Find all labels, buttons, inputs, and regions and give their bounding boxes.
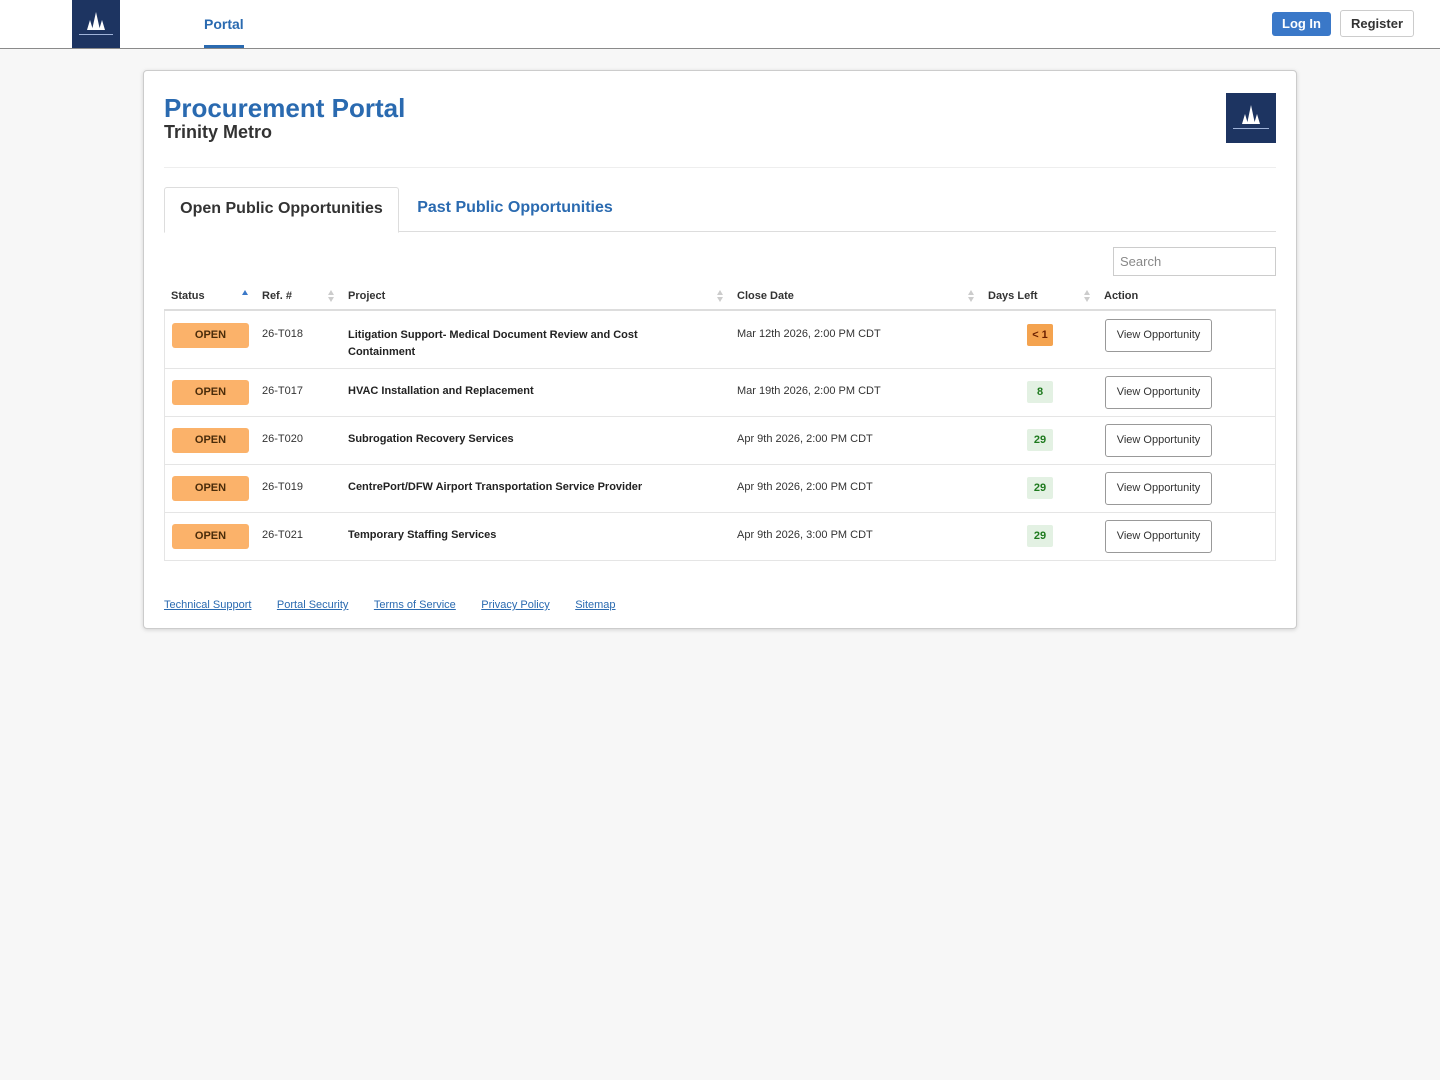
footer-links: Technical Support Portal Security Terms … (164, 595, 637, 613)
sort-both-icon[interactable] (1083, 289, 1091, 303)
column-header-status[interactable]: Status (171, 290, 205, 302)
ref-number: 26-T019 (262, 481, 303, 493)
trinity-metro-logo-icon (1226, 93, 1276, 143)
days-left-badge: < 1 (1027, 324, 1053, 346)
login-button[interactable]: Log In (1272, 12, 1331, 36)
opportunities-table: Status Ref. # Project Close Date Days Le… (164, 283, 1276, 561)
register-button[interactable]: Register (1340, 10, 1414, 37)
ref-number: 26-T018 (262, 328, 303, 340)
nav-tab-active-indicator (204, 45, 244, 48)
status-badge: OPEN (172, 428, 249, 453)
status-badge: OPEN (172, 476, 249, 501)
sort-both-icon[interactable] (967, 289, 975, 303)
footer-link-portal-security[interactable]: Portal Security (276, 599, 349, 611)
column-header-action: Action (1104, 290, 1139, 302)
days-left-badge: 29 (1027, 477, 1053, 499)
page-subtitle: Trinity Metro (164, 122, 273, 142)
sort-both-icon[interactable] (716, 289, 724, 303)
tabs-divider (164, 231, 1276, 232)
table-header: Status Ref. # Project Close Date Days Le… (164, 283, 1276, 311)
column-header-days-left[interactable]: Days Left (988, 290, 1038, 302)
close-date: Mar 12th 2026, 2:00 PM CDT (737, 328, 881, 340)
ref-number: 26-T021 (262, 529, 303, 541)
header-divider (164, 167, 1276, 168)
nav-tab-portal-label: Portal (204, 16, 244, 32)
footer-link-terms-of-service[interactable]: Terms of Service (373, 599, 456, 611)
portal-card: Procurement Portal Trinity Metro Open Pu… (143, 70, 1297, 629)
view-opportunity-button[interactable]: View Opportunity (1105, 472, 1212, 505)
days-left-badge: 29 (1027, 429, 1053, 451)
ref-number: 26-T017 (262, 385, 303, 397)
view-opportunity-button[interactable]: View Opportunity (1105, 520, 1212, 553)
sort-asc-icon[interactable] (241, 289, 249, 303)
column-header-ref[interactable]: Ref. # (262, 290, 292, 302)
table-row: OPEN 26-T019 CentrePort/DFW Airport Tran… (165, 464, 1275, 512)
table-row: OPEN 26-T017 HVAC Installation and Repla… (165, 368, 1275, 416)
table-body: OPEN 26-T018 Litigation Support- Medical… (164, 311, 1276, 561)
project-name: Litigation Support- Medical Document Rev… (348, 329, 638, 358)
search-input[interactable] (1113, 247, 1276, 276)
footer-link-sitemap[interactable]: Sitemap (575, 599, 616, 611)
footer-link-technical-support[interactable]: Technical Support (164, 599, 252, 611)
project-name: HVAC Installation and Replacement (348, 385, 534, 397)
column-header-project[interactable]: Project (348, 290, 386, 302)
days-left-badge: 29 (1027, 525, 1053, 547)
project-name: Temporary Staffing Services (348, 529, 497, 541)
page-title: Procurement Portal (164, 93, 406, 123)
view-opportunity-button[interactable]: View Opportunity (1105, 376, 1212, 409)
ref-number: 26-T020 (262, 433, 303, 445)
close-date: Mar 19th 2026, 2:00 PM CDT (737, 385, 881, 397)
view-opportunity-button[interactable]: View Opportunity (1105, 424, 1212, 457)
project-name: Subrogation Recovery Services (348, 433, 514, 445)
column-header-close-date[interactable]: Close Date (737, 290, 794, 302)
close-date: Apr 9th 2026, 3:00 PM CDT (737, 529, 873, 541)
project-name: CentrePort/DFW Airport Transportation Se… (348, 481, 643, 493)
status-badge: OPEN (172, 323, 249, 348)
table-row: OPEN 26-T018 Litigation Support- Medical… (165, 311, 1275, 368)
trinity-metro-logo-icon[interactable] (72, 0, 120, 48)
close-date: Apr 9th 2026, 2:00 PM CDT (737, 433, 873, 445)
top-navbar: Portal Log In Register (0, 0, 1440, 49)
status-badge: OPEN (172, 524, 249, 549)
table-row: OPEN 26-T020 Subrogation Recovery Servic… (165, 416, 1275, 464)
status-badge: OPEN (172, 380, 249, 405)
tab-past-opportunities[interactable]: Past Public Opportunities (417, 199, 613, 216)
view-opportunity-button[interactable]: View Opportunity (1105, 319, 1212, 352)
days-left-badge: 8 (1027, 381, 1053, 403)
tab-open-opportunities[interactable]: Open Public Opportunities (164, 187, 399, 233)
sort-both-icon[interactable] (327, 289, 335, 303)
footer-link-privacy-policy[interactable]: Privacy Policy (481, 599, 550, 611)
table-row: OPEN 26-T021 Temporary Staffing Services… (165, 512, 1275, 560)
nav-tab-portal[interactable]: Portal (204, 0, 244, 48)
close-date: Apr 9th 2026, 2:00 PM CDT (737, 481, 873, 493)
